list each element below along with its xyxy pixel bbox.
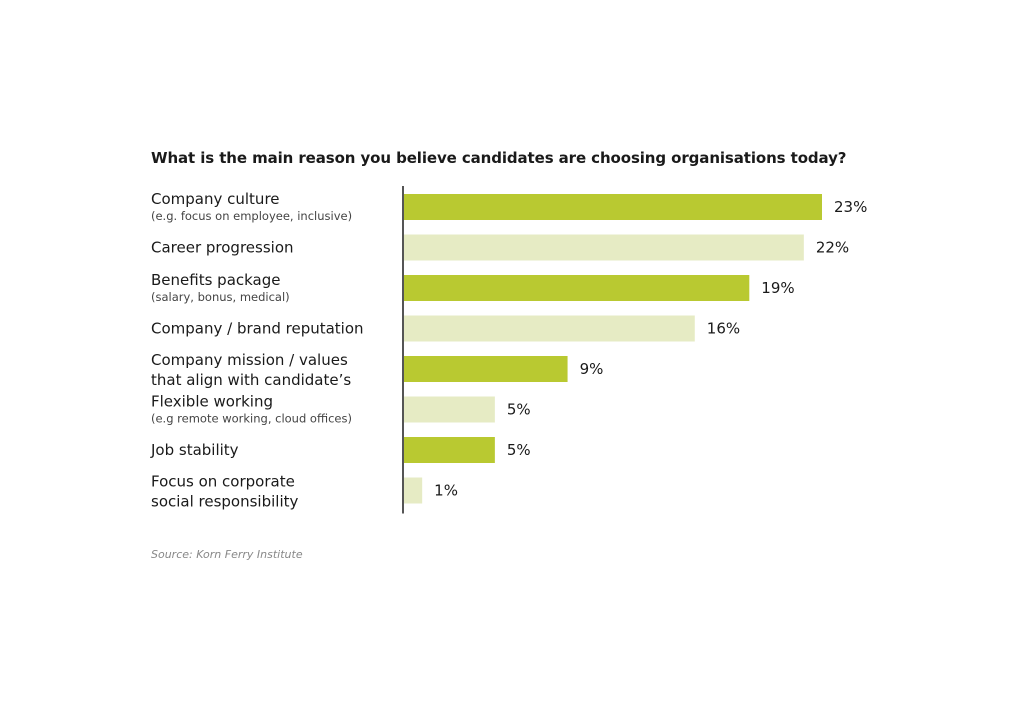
value-label-3: 19%	[761, 279, 794, 297]
bar-6	[404, 396, 495, 423]
category-label-2: Career progression	[151, 239, 294, 257]
category-label-4: Company / brand reputation	[151, 320, 364, 338]
category-sublabel-3: (salary, bonus, medical)	[151, 290, 290, 304]
bar-8	[404, 477, 423, 504]
category-sublabel-1: (e.g. focus on employee, inclusive)	[151, 209, 352, 223]
chart-title: What is the main reason you believe cand…	[151, 149, 847, 167]
bar-2	[404, 234, 804, 261]
value-label-4: 16%	[707, 320, 740, 338]
chart-source: Source: Korn Ferry Institute	[151, 548, 303, 561]
category-label-1: Company culture	[151, 190, 280, 208]
bar-5	[404, 356, 568, 382]
value-label-8: 1%	[434, 482, 458, 500]
value-label-5: 9%	[580, 360, 604, 378]
category-label-5: Company mission / values that align with …	[151, 351, 351, 389]
category-label-8: Focus on corporate social responsibility	[151, 473, 299, 511]
value-label-6: 5%	[507, 401, 531, 419]
bar-1	[404, 194, 822, 220]
value-label-7: 5%	[507, 441, 531, 459]
category-label-3: Benefits package	[151, 271, 281, 289]
category-sublabel-6: (e.g remote working, cloud offices)	[151, 412, 352, 426]
value-label-1: 23%	[834, 198, 867, 216]
bar-7	[404, 437, 495, 463]
bar-4	[404, 315, 695, 342]
category-label-6: Flexible working	[151, 393, 273, 411]
category-label-7: Job stability	[150, 441, 239, 459]
value-label-2: 22%	[816, 239, 849, 257]
bar-3	[404, 275, 750, 301]
